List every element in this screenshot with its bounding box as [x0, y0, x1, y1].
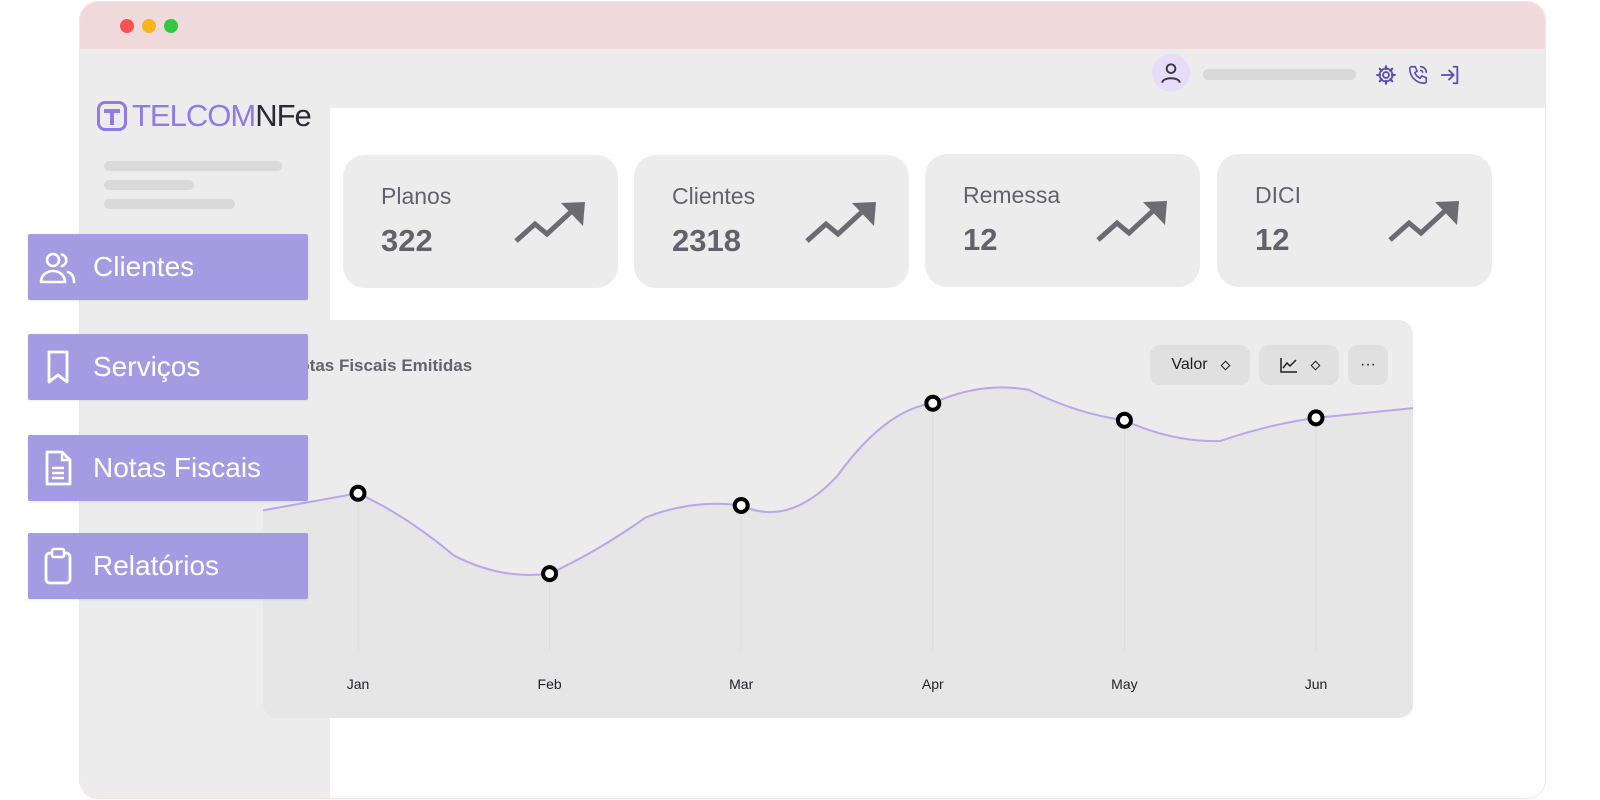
line-chart: Jan Feb Mar Apr May Jun	[263, 386, 1413, 718]
dropdown-indicator-icon	[1220, 360, 1231, 370]
stat-value: 322	[381, 223, 433, 258]
dropdown-indicator-icon	[1310, 360, 1320, 370]
brand-logo[interactable]: TELCOM NFe	[97, 98, 312, 134]
stat-value: 12	[963, 222, 998, 257]
brand-name-part1: TELCOM	[132, 98, 256, 133]
stat-card-remessa[interactable]: Remessa 12	[925, 154, 1200, 287]
stat-label: Clientes	[672, 183, 756, 209]
username-placeholder	[1203, 69, 1356, 80]
top-bar	[330, 49, 1545, 108]
chart-type-dropdown[interactable]	[1259, 345, 1339, 385]
trending-up-icon	[1388, 201, 1459, 242]
series-area	[263, 387, 1413, 718]
skeleton-line	[104, 180, 194, 190]
x-tick-label: May	[1111, 676, 1137, 692]
data-point[interactable]	[349, 484, 367, 502]
x-tick-label: Mar	[729, 676, 753, 692]
users-icon	[39, 248, 77, 286]
logout-button[interactable]	[1438, 63, 1462, 87]
bookmark-icon	[39, 348, 77, 386]
stat-card-planos[interactable]: Planos 322	[343, 155, 618, 288]
data-point[interactable]	[732, 496, 750, 514]
trending-up-icon	[514, 202, 585, 243]
x-tick-label: Jun	[1305, 676, 1328, 692]
phone-icon	[1408, 65, 1428, 85]
chart-panel: Jan Feb Mar Apr May Jun Notas Fiscais Emitida…	[263, 320, 1413, 718]
stat-label: Planos	[381, 183, 452, 209]
brand-name-part2: NFe	[255, 98, 312, 133]
stat-label: DICI	[1255, 182, 1301, 208]
maximize-window-button[interactable]	[164, 19, 178, 33]
user-icon	[1161, 63, 1181, 84]
data-point[interactable]	[924, 394, 942, 412]
trending-up-icon	[805, 202, 876, 243]
skeleton-line	[104, 161, 282, 171]
close-window-button[interactable]	[120, 19, 134, 33]
more-options-button[interactable]: ···	[1348, 345, 1388, 385]
logo-t-icon	[97, 101, 127, 131]
metric-dropdown[interactable]: Valor	[1150, 345, 1250, 385]
sidebar-item-relatorios[interactable]: Relatórios	[28, 533, 308, 599]
skeleton-line	[104, 199, 235, 209]
sidebar-item-label: Notas Fiscais	[93, 452, 262, 483]
window-titlebar	[80, 2, 1545, 49]
sidebar-item-label: Clientes	[93, 251, 195, 282]
stat-label: Remessa	[963, 182, 1061, 208]
gear-icon	[1376, 65, 1396, 85]
data-point[interactable]	[541, 565, 559, 583]
sidebar-item-servicos[interactable]: Serviços	[28, 334, 308, 400]
series-line	[263, 386, 1413, 576]
minimize-window-button[interactable]	[142, 19, 156, 33]
x-tick-label: Feb	[538, 676, 562, 692]
metric-dropdown-label: Valor	[1171, 356, 1208, 373]
clipboard-icon	[39, 547, 77, 585]
x-tick-label: Jan	[347, 676, 370, 692]
call-button[interactable]	[1406, 63, 1430, 87]
trending-up-icon	[1096, 201, 1167, 242]
stat-card-dici[interactable]: DICI 12	[1217, 154, 1492, 287]
document-icon	[39, 449, 77, 487]
stat-card-clientes[interactable]: Clientes 2318	[634, 155, 909, 288]
logout-icon	[1440, 65, 1459, 85]
data-point[interactable]	[1115, 411, 1133, 429]
sidebar-item-clientes[interactable]: Clientes	[28, 234, 308, 300]
avatar[interactable]	[1152, 54, 1190, 92]
sidebar-item-label: Relatórios	[93, 550, 220, 581]
stat-value: 2318	[672, 223, 741, 258]
more-icon: ···	[1360, 356, 1376, 373]
sidebar-item-notas-fiscais[interactable]: Notas Fiscais	[28, 435, 308, 501]
data-point[interactable]	[1307, 409, 1325, 427]
x-tick-label: Apr	[922, 676, 944, 692]
chart-title: Notas Fiscais Emitidas	[287, 356, 473, 375]
line-chart-icon	[1279, 358, 1297, 373]
settings-button[interactable]	[1374, 63, 1398, 87]
stat-value: 12	[1255, 222, 1290, 257]
sidebar-item-label: Serviços	[93, 351, 201, 382]
